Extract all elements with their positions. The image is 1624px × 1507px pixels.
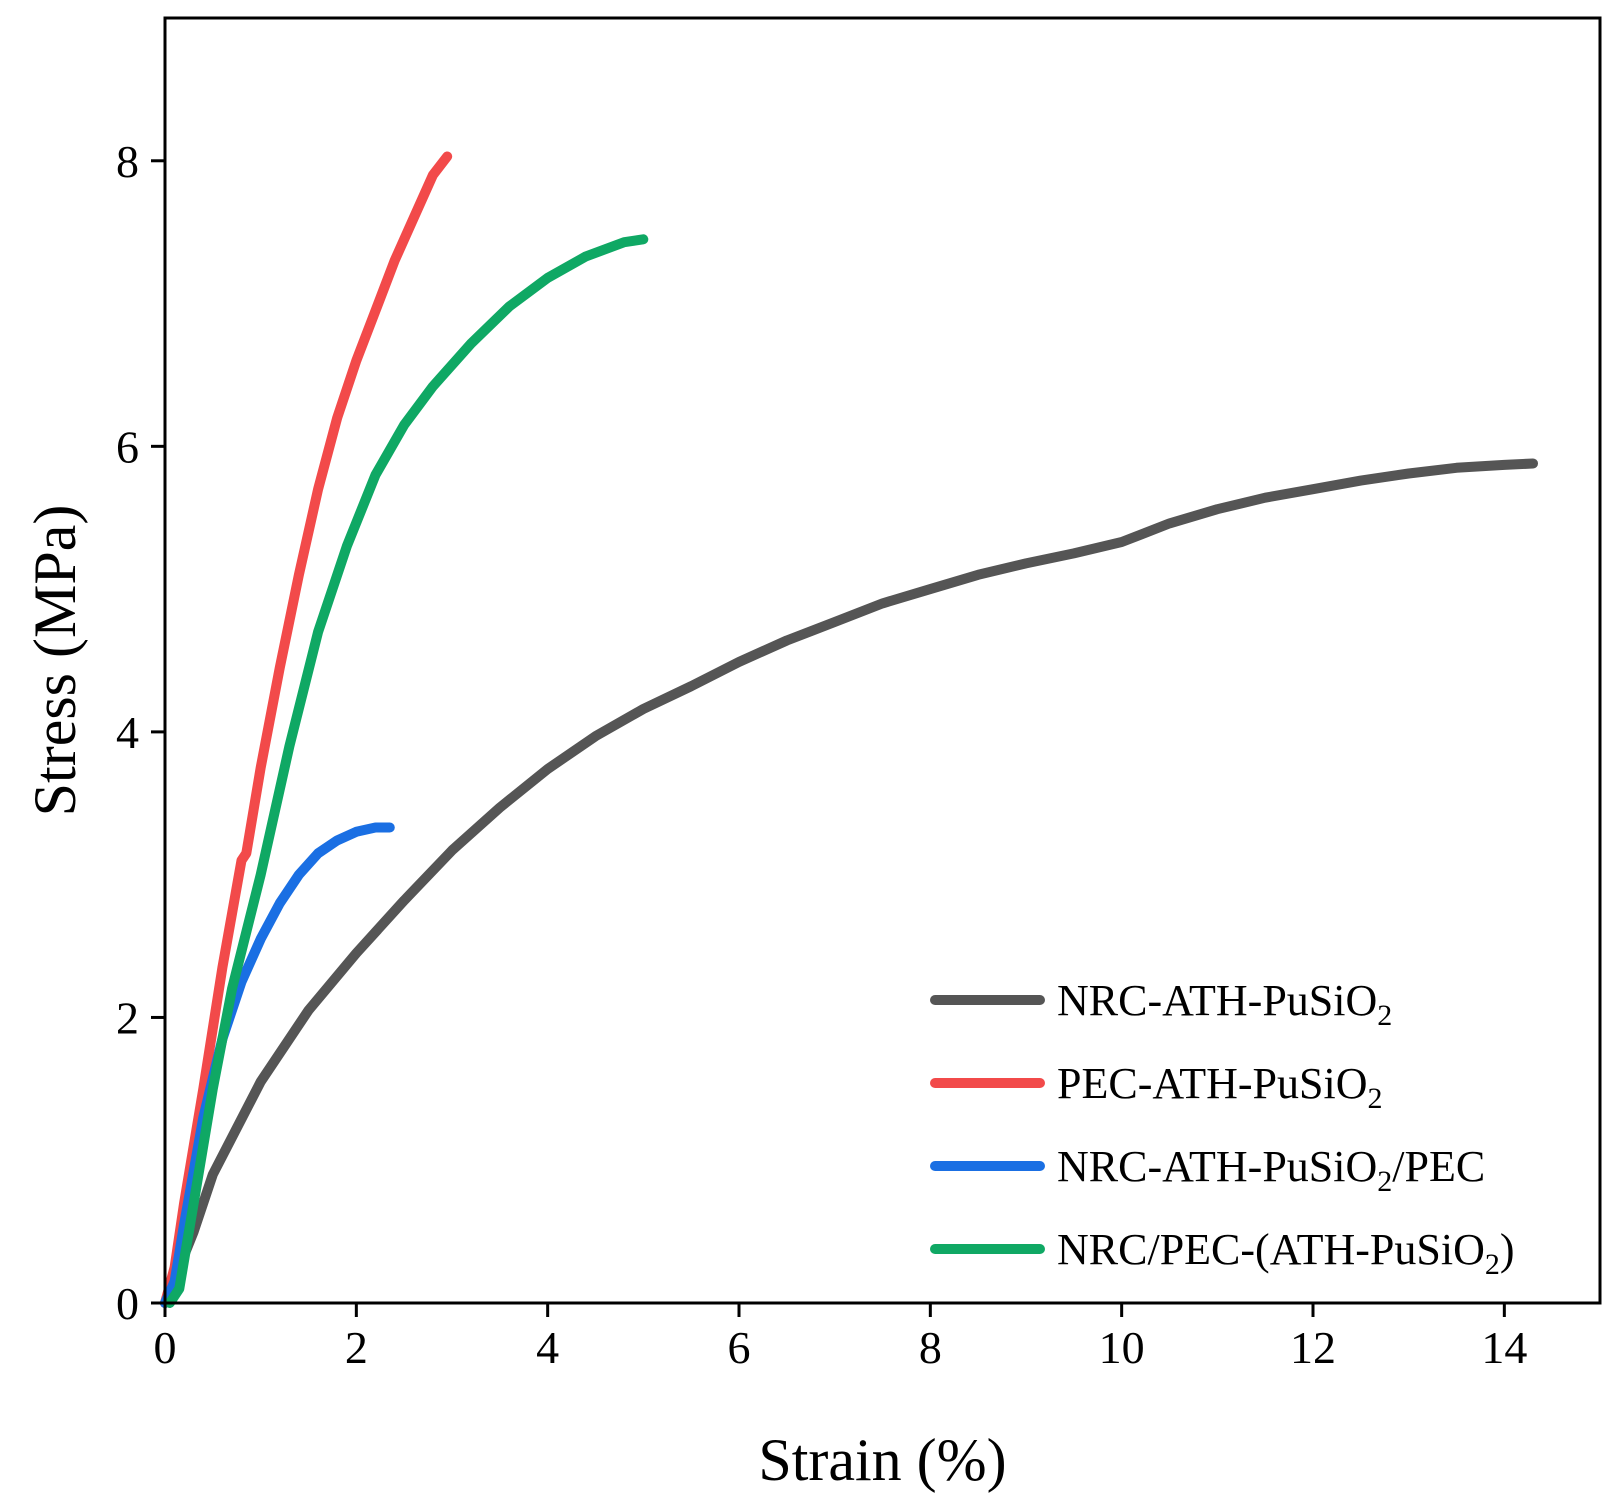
series-line-2 [160,151,453,1308]
x-tick-label: 6 [728,1322,751,1373]
x-axis-ticks: 0 2 4 6 8 10 12 14 [154,1303,1527,1373]
x-tick-label: 2 [345,1322,368,1373]
x-tick-label: 4 [536,1322,559,1373]
legend: NRC-ATH-PuSiO2 PEC-ATH-PuSiO2 NRC-ATH-PuSi… [930,976,1515,1281]
x-tick-label: 12 [1290,1322,1336,1373]
y-tick-label: 8 [116,136,139,187]
series-line-1 [160,458,1538,1308]
x-tick-label: 10 [1099,1322,1145,1373]
x-axis-title: Strain (%) [758,1427,1006,1493]
y-tick-label: 6 [116,421,139,472]
x-tick-label: 0 [154,1322,177,1373]
legend-label-4: NRC/PEC-(ATH-PuSiO2) [1057,1225,1515,1281]
x-tick-label: 8 [919,1322,942,1373]
y-tick-label: 0 [116,1278,139,1329]
legend-label-3: NRC-ATH-PuSiO2/PEC [1057,1142,1485,1198]
plot-frame [163,16,1602,1305]
series-line-3 [160,822,395,1308]
legend-label-1: NRC-ATH-PuSiO2 [1057,976,1392,1032]
legend-label-2: PEC-ATH-PuSiO2 [1057,1059,1383,1115]
y-axis-ticks: 0 2 4 6 8 [116,136,165,1329]
series-line-4 [164,234,649,1308]
y-tick-label: 2 [116,992,139,1043]
plot-lines [160,151,1538,1308]
x-tick-label: 14 [1481,1322,1527,1373]
y-tick-label: 4 [116,707,139,758]
y-axis-title: Stress (MPa) [22,505,88,817]
